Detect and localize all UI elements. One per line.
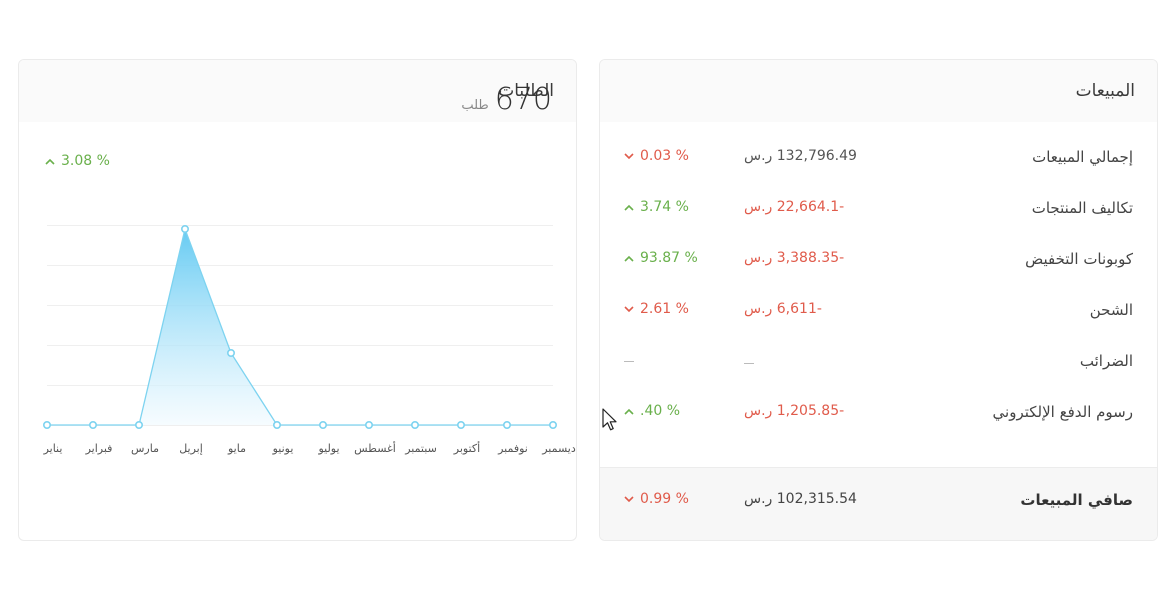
orders-count-unit: طلب [461, 98, 489, 113]
sales-row-label: الضرائب [1079, 352, 1133, 370]
sales-row: الشحن -6,611 ر.س 2.61 % [600, 287, 1157, 337]
orders-card: الطلبات 670 طلب 3.08 % يناير فبراير مارس إب… [18, 59, 577, 541]
chart-point [318, 420, 327, 429]
sales-footer: صافي المبيعات 102,315.54 ر.س 0.99 % [600, 467, 1157, 540]
net-sales-change: 0.99 % [624, 491, 689, 507]
orders-count: 670 طلب [461, 82, 552, 117]
chart-point [42, 420, 51, 429]
chart-point [181, 225, 190, 234]
empty-value-dash [744, 363, 754, 364]
chart-x-tick-label: يناير [43, 442, 63, 455]
sales-row-change: 2.61 % [624, 301, 689, 317]
net-sales-label: صافي المبيعات [1020, 491, 1133, 509]
chart-x-tick-label: إبريل [179, 442, 203, 455]
chart-x-tick-label: أكتوبر [453, 441, 480, 455]
sales-card-header: المبيعات [600, 60, 1157, 122]
sales-row: كوبونات التخفيض -3,388.35 ر.س 93.87 % [600, 236, 1157, 286]
chart-point [227, 348, 236, 357]
sales-row-label: رسوم الدفع الإلكتروني [992, 403, 1133, 421]
chart-x-tick-label: مارس [131, 442, 159, 455]
sales-row-label: إجمالي المبيعات [1032, 148, 1133, 166]
sales-row-change-value: 0.03 % [640, 148, 689, 164]
sales-row: إجمالي المبيعات 132,796.49 ر.س 0.03 % [600, 134, 1157, 184]
sales-row-change [624, 352, 634, 362]
chart-series-line [47, 226, 553, 426]
sales-row-amount: -22,664.1 ر.س [744, 199, 845, 215]
chart-point [89, 420, 98, 429]
chart-x-tick-label: نوفمبر [497, 442, 528, 455]
mouse-cursor-icon [602, 408, 617, 431]
chart-area [47, 229, 553, 425]
chevron-up-icon [624, 204, 634, 211]
chevron-down-icon [624, 495, 634, 503]
net-sales-change-value: 0.99 % [640, 491, 689, 507]
chevron-down-icon [624, 152, 634, 160]
orders-title: الطلبات [498, 81, 554, 101]
chart-x-tick-label: سبتمبر [404, 442, 437, 455]
sales-row-change: .40 % [624, 403, 680, 419]
sales-row-change-value: 3.74 % [640, 199, 689, 215]
chart-point [135, 420, 144, 429]
orders-change: 3.08 % [45, 153, 110, 169]
sales-row-amount [744, 352, 864, 368]
orders-count-value: 670 [494, 82, 552, 117]
orders-change-value: 3.08 % [61, 153, 110, 169]
sales-row-amount: -3,388.35 ر.س [744, 250, 845, 266]
orders-chart: يناير فبراير مارس إبريل مايو يونيو يوليو أغسطس س… [42, 225, 576, 455]
chart-x-tick-label: يونيو [272, 442, 294, 455]
sales-card: المبيعات إجمالي المبيعات 132,796.49 ر.س 0.… [599, 59, 1158, 541]
sales-row: رسوم الدفع الإلكتروني -1,205.85 ر.س .40 % [600, 389, 1157, 439]
net-sales-amount: 102,315.54 ر.س [744, 491, 857, 507]
sales-title: المبيعات [1075, 81, 1135, 101]
chart-x-tick-label: فبراير [85, 442, 113, 455]
sales-row: الضرائب [600, 338, 1157, 388]
empty-value-dash [624, 361, 634, 362]
sales-row: تكاليف المنتجات -22,664.1 ر.س 3.74 % [600, 185, 1157, 235]
chevron-down-icon [624, 305, 634, 313]
sales-row-amount: -6,611 ر.س [744, 301, 822, 317]
chart-point [456, 420, 465, 429]
chart-x-tick-label: ديسمبر [541, 442, 576, 455]
chevron-up-icon [624, 255, 634, 262]
sales-row-change: 93.87 % [624, 250, 698, 266]
sales-row-change-value: .40 % [640, 403, 681, 419]
chevron-up-icon [624, 408, 634, 415]
sales-row-amount: 132,796.49 ر.س [744, 148, 857, 164]
chart-point [548, 420, 557, 429]
chart-point [410, 420, 419, 429]
sales-row-amount: -1,205.85 ر.س [744, 403, 845, 419]
chart-x-tick-label: مايو [227, 442, 246, 455]
sales-row-change: 0.03 % [624, 148, 689, 164]
chevron-up-icon [45, 158, 55, 165]
sales-row-label: الشحن [1089, 301, 1133, 319]
chart-x-tick-label: أغسطس [354, 441, 396, 455]
chart-point [364, 420, 373, 429]
sales-row-label: تكاليف المنتجات [1031, 199, 1133, 217]
orders-card-header: الطلبات [19, 60, 576, 122]
chart-point [273, 420, 282, 429]
sales-row-label: كوبونات التخفيض [1025, 250, 1133, 268]
chart-x-tick-label: يوليو [317, 442, 339, 455]
chart-point [502, 420, 511, 429]
sales-row-change: 3.74 % [624, 199, 689, 215]
sales-row-change-value: 2.61 % [640, 301, 689, 317]
sales-row-change-value: 93.87 % [640, 250, 698, 266]
